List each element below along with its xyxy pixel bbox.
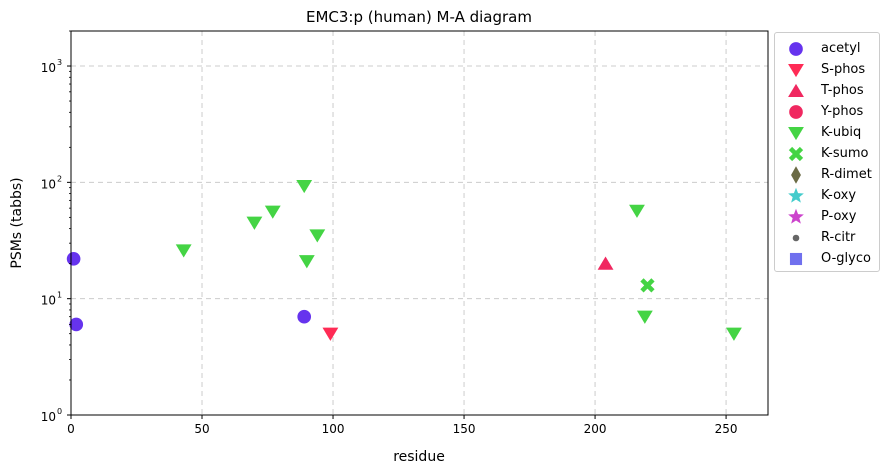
data-point-k-ubiq bbox=[726, 327, 742, 341]
legend-marker-shape bbox=[788, 83, 804, 98]
data-point-k-ubiq bbox=[175, 244, 192, 258]
legend-marker bbox=[788, 83, 804, 98]
legend-marker bbox=[792, 234, 800, 242]
legend-marker-shape bbox=[788, 126, 804, 141]
y-axis-label: PSMs (tabbs) bbox=[9, 177, 25, 268]
data-point-k-ubiq bbox=[264, 205, 281, 219]
data-points bbox=[66, 179, 742, 341]
x-tick-label: 250 bbox=[715, 422, 738, 436]
legend-label: R-dimet bbox=[821, 167, 872, 182]
y-tick-exponent: 1 bbox=[57, 291, 62, 300]
legend-label: K-sumo bbox=[821, 146, 869, 161]
legend-label: S-phos bbox=[821, 62, 866, 77]
legend-marker bbox=[791, 166, 801, 184]
legend-marker bbox=[788, 126, 804, 141]
legend-item: S-phos bbox=[775, 60, 879, 80]
legend-label: R-citr bbox=[821, 230, 856, 245]
legend-marker-shape bbox=[788, 208, 804, 224]
x-tick-label: 0 bbox=[67, 422, 75, 436]
legend-label: K-ubiq bbox=[821, 125, 862, 140]
data-point-k-sumo bbox=[640, 278, 655, 293]
legend-item: Y-phos bbox=[775, 102, 879, 122]
legend-label: P-oxy bbox=[821, 209, 857, 224]
x-marker-stroke bbox=[640, 278, 655, 293]
data-point-acetyl bbox=[69, 317, 84, 332]
legend-marker bbox=[788, 208, 804, 224]
chart-title: EMC3:p (human) M-A diagram bbox=[306, 8, 532, 26]
legend-item: K-oxy bbox=[775, 186, 879, 206]
x-axis-ticks: 0 50 100 150 200 250 bbox=[67, 415, 738, 436]
y-tick-exponent: 0 bbox=[57, 407, 62, 416]
legend-marker bbox=[788, 187, 804, 203]
y-tick-label: 10 bbox=[41, 410, 56, 424]
legend-item: K-sumo bbox=[775, 144, 879, 164]
legend-marker-shape bbox=[791, 166, 801, 184]
legend-marker-shape bbox=[789, 105, 803, 119]
legend-label: T-phos bbox=[821, 83, 864, 98]
legend-marker-shape bbox=[792, 234, 800, 242]
x-tick-label: 150 bbox=[453, 422, 476, 436]
data-point-k-ubiq bbox=[629, 204, 645, 218]
data-point-s-phos bbox=[322, 327, 339, 341]
y-tick-label: 10 bbox=[41, 294, 56, 308]
legend: acetyl S-phos T-phos Y-phos K-ubiq K-sumo R-di… bbox=[774, 32, 880, 272]
data-point-k-ubiq bbox=[246, 216, 263, 230]
x-axis-label: residue bbox=[393, 449, 445, 465]
legend-label: Y-phos bbox=[821, 104, 864, 119]
y-tick-label: 10 bbox=[41, 61, 56, 75]
legend-item: R-citr bbox=[775, 228, 879, 248]
legend-marker bbox=[788, 146, 804, 162]
legend-marker-shape bbox=[788, 146, 804, 162]
legend-marker-shape bbox=[789, 42, 803, 56]
legend-item: T-phos bbox=[775, 81, 879, 101]
legend-item: K-ubiq bbox=[775, 123, 879, 143]
y-tick-label: 10 bbox=[41, 177, 56, 191]
data-point-t-phos bbox=[597, 256, 614, 270]
data-point-acetyl bbox=[66, 252, 81, 266]
grid bbox=[71, 31, 768, 415]
legend-marker-shape bbox=[788, 63, 804, 78]
legend-item: P-oxy bbox=[775, 207, 879, 227]
legend-label: O-glyco bbox=[821, 251, 871, 266]
legend-item: R-dimet bbox=[775, 165, 879, 185]
y-tick-exponent: 2 bbox=[57, 174, 62, 183]
legend-marker bbox=[788, 63, 804, 78]
legend-marker bbox=[789, 105, 803, 119]
legend-label: K-oxy bbox=[821, 188, 857, 203]
plot-frame bbox=[70, 30, 769, 416]
x-tick-label: 100 bbox=[322, 422, 345, 436]
legend-marker bbox=[789, 252, 803, 266]
legend-item: acetyl bbox=[775, 39, 879, 59]
legend-marker bbox=[789, 42, 803, 56]
data-point-k-ubiq bbox=[296, 179, 313, 194]
x-tick-label: 50 bbox=[194, 422, 209, 436]
x-marker-stroke bbox=[788, 146, 804, 162]
y-tick-exponent: 3 bbox=[57, 58, 62, 67]
legend-marker-shape bbox=[789, 252, 803, 266]
data-point-k-ubiq bbox=[636, 310, 653, 324]
legend-item: O-glyco bbox=[775, 249, 879, 269]
legend-marker-shape bbox=[788, 187, 804, 203]
data-point-k-ubiq bbox=[298, 255, 315, 269]
legend-label: acetyl bbox=[821, 41, 861, 56]
data-point-acetyl bbox=[297, 309, 312, 324]
x-tick-label: 200 bbox=[584, 422, 607, 436]
data-point-k-ubiq bbox=[309, 229, 326, 243]
